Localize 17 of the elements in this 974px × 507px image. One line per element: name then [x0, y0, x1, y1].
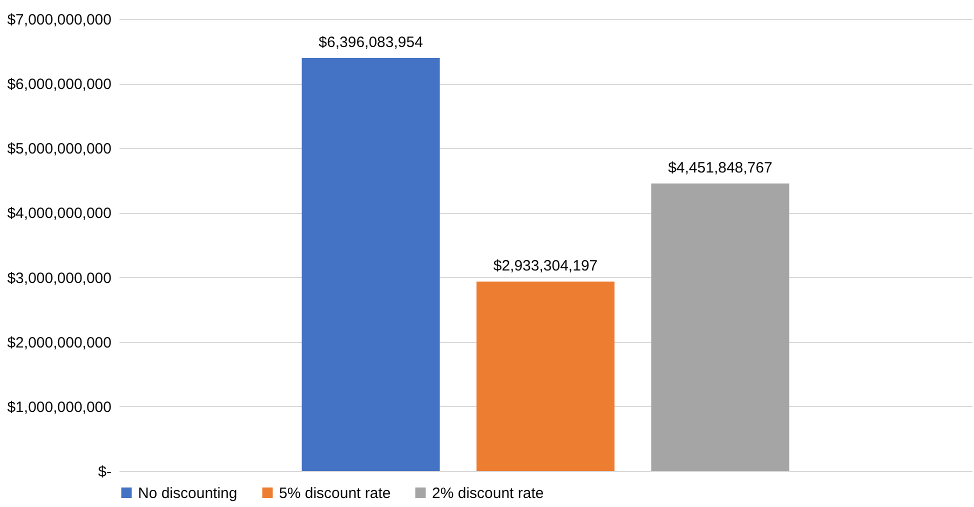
legend-label: No discounting — [138, 484, 238, 502]
bar — [476, 282, 615, 471]
data-label: $2,933,304,197 — [493, 258, 598, 275]
bar — [651, 184, 790, 471]
legend-label: 2% discount rate — [432, 484, 544, 502]
bar — [302, 58, 440, 471]
data-label: $4,451,848,767 — [668, 160, 772, 177]
y-tick-label: $6,000,000,000 — [7, 76, 112, 94]
y-tick-label: $2,000,000,000 — [7, 334, 112, 352]
legend-label: 5% discount rate — [279, 484, 391, 502]
y-tick-label: $1,000,000,000 — [7, 398, 112, 416]
y-tick-label: $- — [98, 464, 112, 480]
y-tick-label: $5,000,000,000 — [7, 140, 112, 158]
y-tick-label: $7,000,000,000 — [7, 12, 112, 28]
data-label: $6,396,083,954 — [318, 34, 423, 51]
y-tick-label: $3,000,000,000 — [7, 270, 112, 287]
y-tick-label: $4,000,000,000 — [7, 205, 112, 222]
